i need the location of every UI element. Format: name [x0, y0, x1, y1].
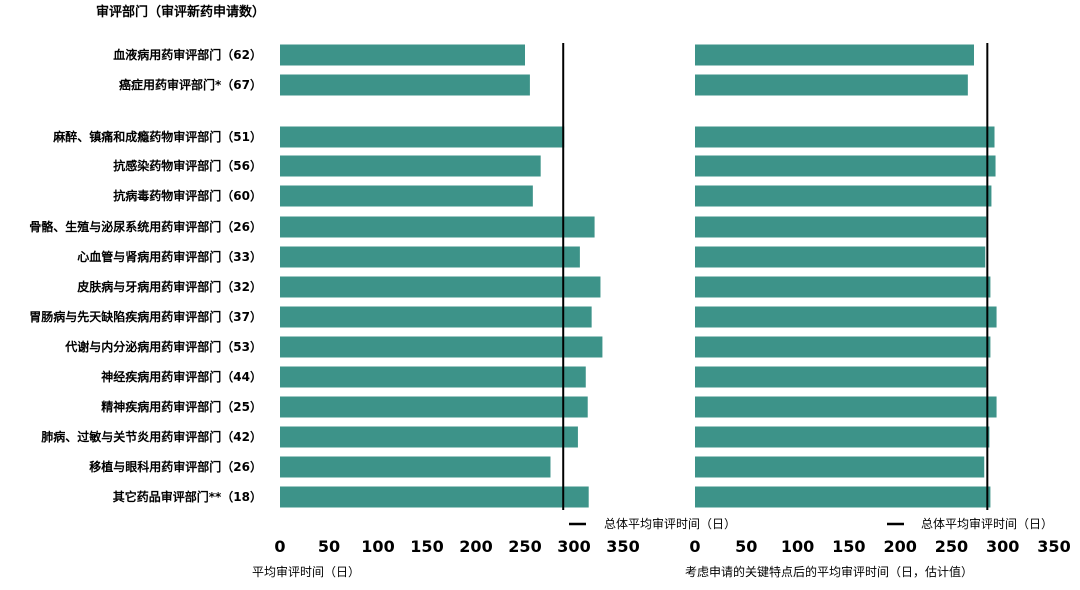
bar: [280, 155, 541, 177]
bar: [280, 426, 578, 448]
x-tick-label: 100: [781, 537, 814, 556]
panel-left: 总体平均审评时间（日） 0 50 100 150 200 250 300 350 平均审评时间（日…: [252, 43, 736, 579]
bar: [280, 396, 588, 418]
x-tick-label: 250: [508, 537, 541, 556]
x-tick-label: 300: [986, 537, 1019, 556]
bar: [695, 306, 997, 328]
bar: [280, 44, 525, 66]
bar: [280, 216, 595, 238]
category-label: 代谢与内分泌病用药审评部门（53）: [64, 339, 262, 354]
x-tick-label: 0: [274, 537, 285, 556]
bar: [695, 336, 991, 358]
legend-label: 总体平均审评时间（日）: [604, 516, 736, 531]
legend-label: 总体平均审评时间（日）: [921, 516, 1053, 531]
x-tick-label: 150: [410, 537, 443, 556]
category-label: 移植与眼科用药审评部门（26）: [89, 459, 262, 474]
category-label: 心血管与肾病用药审评部门（33）: [77, 249, 262, 264]
bar: [695, 426, 990, 448]
category-label: 血液病用药审评部门（62）: [113, 47, 262, 62]
x-tick-label: 0: [689, 537, 700, 556]
category-label: 麻醉、镇痛和成瘾药物审评部门（51）: [52, 129, 262, 144]
category-label: 骨骼、生殖与泌尿系统用药审评部门（26）: [29, 219, 262, 234]
x-tick-label: 50: [318, 537, 340, 556]
category-label: 皮肤病与牙病用药审评部门（32）: [76, 279, 262, 294]
bar: [280, 456, 551, 478]
bar: [695, 366, 987, 388]
x-tick-label: 350: [606, 537, 639, 556]
bar: [280, 366, 586, 388]
bar: [280, 246, 580, 268]
category-label: 神经疾病用药审评部门（44）: [101, 369, 262, 384]
category-label: 肺病、过敏与关节炎用药审评部门（42）: [41, 429, 262, 444]
bar: [695, 126, 995, 148]
bar: [695, 456, 985, 478]
bar: [280, 126, 565, 148]
bar: [695, 486, 991, 508]
category-label: 抗感染药物审评部门（56）: [113, 158, 262, 173]
bar: [695, 74, 968, 96]
bar: [695, 396, 997, 418]
category-label: 抗病毒药物审评部门（60）: [113, 188, 262, 203]
category-label: 癌症用药审评部门*（67）: [119, 77, 262, 92]
x-tick-label: 50: [735, 537, 757, 556]
bar: [695, 246, 986, 268]
category-label: 胃肠病与先天缺陷疾病用药审评部门（37）: [29, 309, 262, 324]
x-tick-label: 150: [832, 537, 865, 556]
bar: [280, 336, 603, 358]
x-tick-label: 300: [557, 537, 590, 556]
bar: [695, 276, 991, 298]
bar: [695, 155, 996, 177]
bar: [695, 44, 974, 66]
x-tick-label: 100: [361, 537, 394, 556]
bar: [280, 486, 589, 508]
x-tick-label: 200: [883, 537, 916, 556]
x-axis-title: 考虑申请的关键特点后的平均审评时间（日，估计值）: [685, 564, 973, 579]
bar: [280, 74, 530, 96]
bar: [695, 185, 992, 207]
x-tick-label: 350: [1037, 537, 1070, 556]
category-label: 精神疾病用药审评部门（25）: [101, 399, 262, 414]
x-axis-title: 平均审评时间（日）: [252, 564, 360, 579]
bar: [695, 216, 987, 238]
category-label: 其它药品审评部门**（18）: [113, 489, 262, 504]
category-labels: 血液病用药审评部门（62） 癌症用药审评部门*（67） 麻醉、镇痛和成瘾药物审评部门…: [29, 47, 262, 504]
panel-right: 总体平均审评时间（日） 0 50 100 150 200 250 300 350 考虑申请的关键特…: [685, 43, 1071, 579]
chart-header: 审评部门（审评新药申请数）: [96, 4, 265, 20]
bar: [280, 276, 601, 298]
bar: [280, 306, 592, 328]
bar: [280, 185, 533, 207]
x-tick-label: 250: [935, 537, 968, 556]
x-tick-label: 200: [459, 537, 492, 556]
